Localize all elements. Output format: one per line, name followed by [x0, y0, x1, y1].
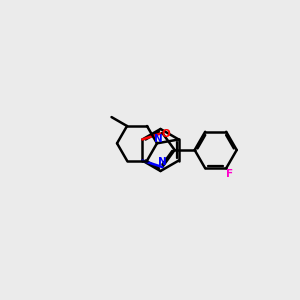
Text: O: O	[161, 129, 170, 139]
Text: N: N	[154, 134, 162, 144]
Text: F: F	[226, 169, 233, 179]
Text: N: N	[158, 158, 167, 167]
